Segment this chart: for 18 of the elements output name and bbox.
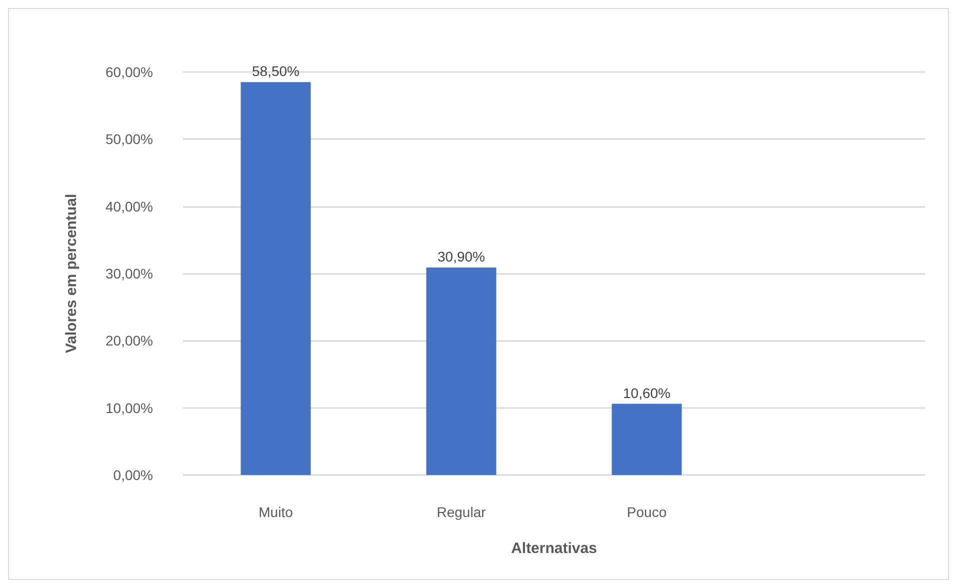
- y-tick-label: 50,00%: [106, 131, 153, 148]
- y-tick-label: 30,00%: [106, 266, 153, 282]
- bar: [426, 267, 496, 475]
- y-tick-label: 40,00%: [106, 198, 153, 214]
- bar: [240, 82, 311, 475]
- data-label: 10,60%: [623, 384, 670, 401]
- x-tick-label: Regular: [436, 504, 486, 520]
- y-tick-label: 0,00%: [113, 467, 153, 483]
- x-tick-label: Pouco: [626, 504, 667, 520]
- x-axis-title: Alternativas: [511, 540, 597, 557]
- y-tick-label: 10,00%: [106, 400, 153, 416]
- y-axis-title: Valores em percentual: [63, 194, 80, 354]
- data-label: 58,50%: [252, 63, 300, 80]
- y-tick-label: 60,00%: [106, 64, 153, 80]
- bar: [612, 404, 682, 475]
- x-tick-label: Muito: [258, 504, 294, 520]
- y-tick-label: 20,00%: [106, 332, 153, 349]
- data-label: 30,90%: [438, 248, 485, 264]
